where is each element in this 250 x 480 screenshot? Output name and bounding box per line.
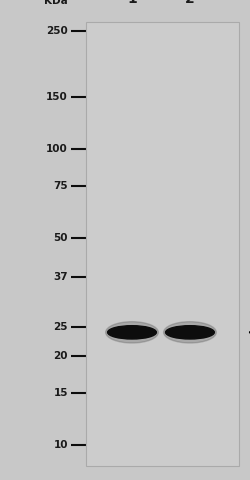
Text: 250: 250	[46, 26, 68, 36]
Ellipse shape	[166, 325, 214, 339]
Text: 10: 10	[54, 440, 68, 450]
Text: 20: 20	[54, 351, 68, 361]
Text: 25: 25	[54, 322, 68, 332]
Text: 150: 150	[46, 92, 68, 102]
Text: 75: 75	[53, 181, 68, 191]
Text: 100: 100	[46, 144, 68, 154]
Text: 1: 1	[127, 0, 137, 6]
Text: KDa: KDa	[44, 0, 68, 6]
Ellipse shape	[106, 322, 158, 343]
Ellipse shape	[164, 322, 216, 343]
Text: 2: 2	[185, 0, 195, 6]
Text: 50: 50	[54, 233, 68, 243]
Text: 37: 37	[53, 272, 68, 282]
Ellipse shape	[108, 325, 156, 339]
Text: 15: 15	[54, 388, 68, 397]
